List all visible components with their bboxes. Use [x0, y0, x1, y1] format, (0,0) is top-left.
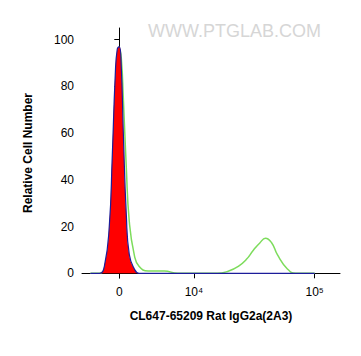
- svg-text:10⁵: 10⁵: [306, 285, 324, 299]
- svg-text:10⁴: 10⁴: [185, 285, 204, 299]
- svg-text:CL647-65209 Rat IgG2a(2A3): CL647-65209 Rat IgG2a(2A3): [130, 309, 293, 323]
- svg-text:0: 0: [67, 266, 74, 280]
- svg-text:80: 80: [61, 79, 75, 93]
- svg-text:0: 0: [116, 285, 123, 299]
- svg-text:Relative Cell Number: Relative Cell Number: [21, 93, 35, 213]
- svg-text:100: 100: [54, 33, 74, 47]
- svg-text:20: 20: [61, 220, 75, 234]
- svg-text:WWW.PTGLAB.COM: WWW.PTGLAB.COM: [148, 21, 321, 41]
- svg-text:60: 60: [61, 126, 75, 140]
- svg-text:40: 40: [61, 173, 75, 187]
